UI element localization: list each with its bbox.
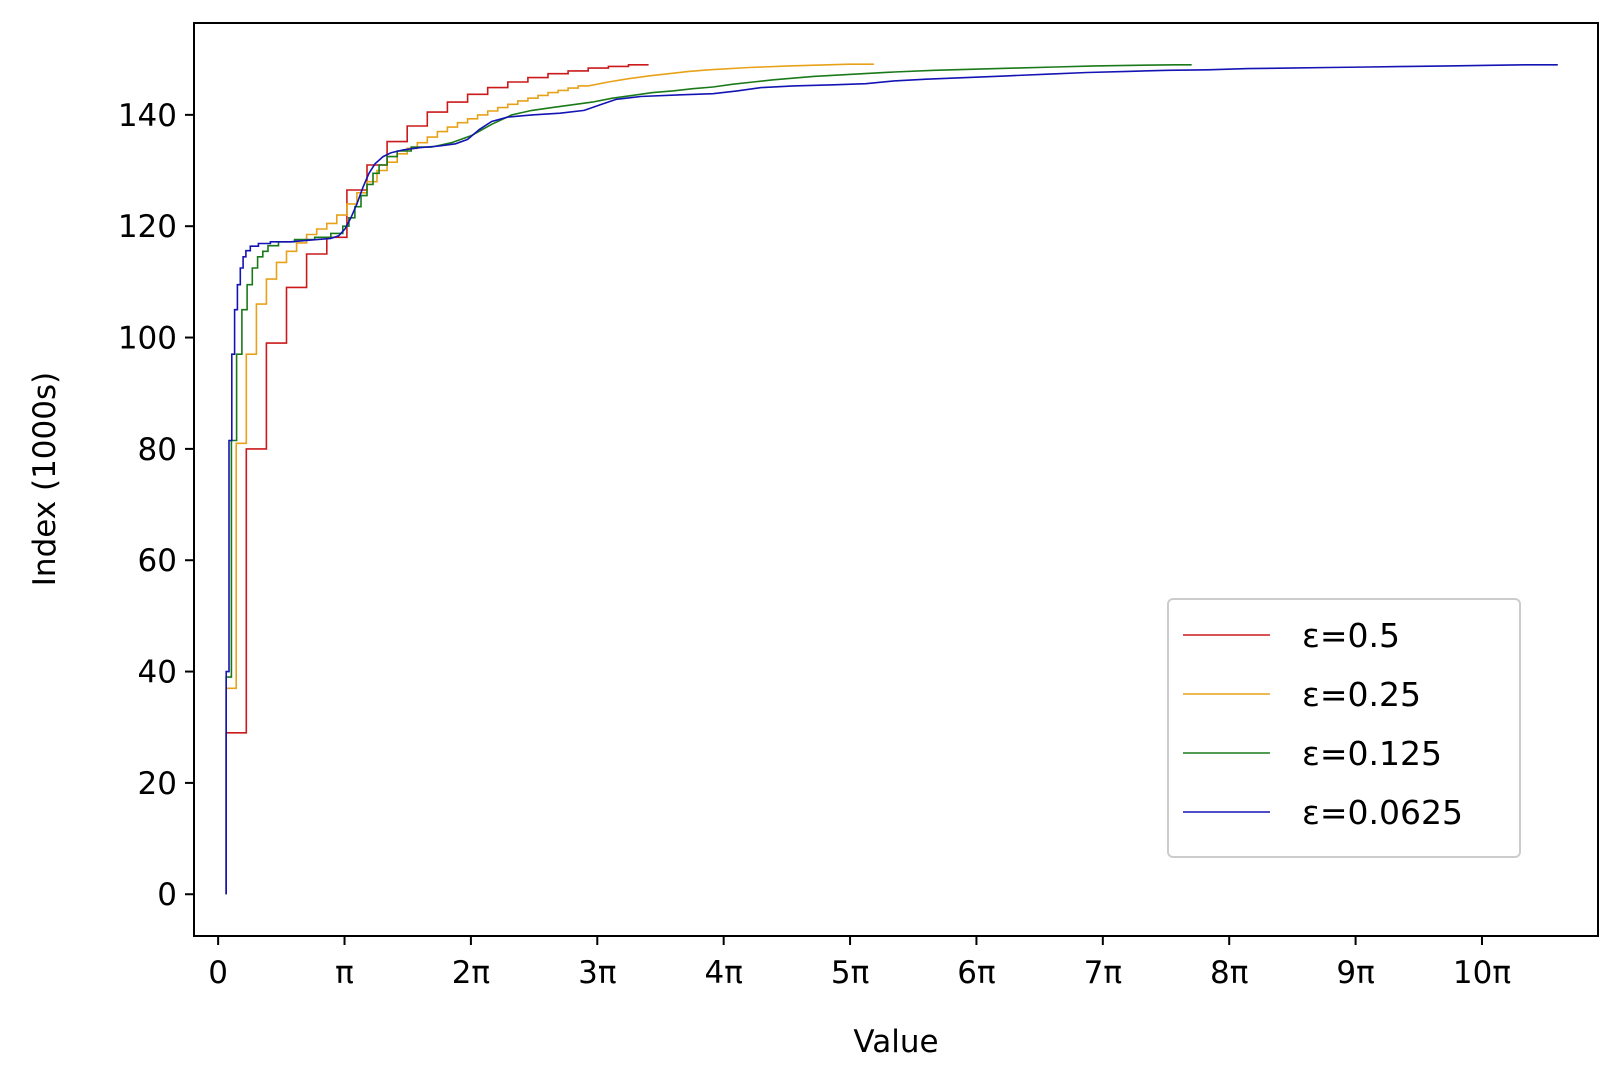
- series-line-2: [225, 64, 1192, 895]
- legend-label: ε=0.0625: [1302, 793, 1463, 832]
- x-tick-label: 8π: [1210, 955, 1248, 991]
- x-tick-label: π: [335, 955, 354, 991]
- x-tick-label: 6π: [957, 955, 995, 991]
- y-tick-label: 40: [138, 655, 177, 691]
- series-line-0: [225, 64, 649, 895]
- legend: ε=0.5 ε=0.25 ε=0.125 ε=0.0625: [1167, 598, 1521, 858]
- x-axis: 0 π 2π 3π 4π 5π 6π 7π 8π 9π 10π: [208, 936, 1511, 991]
- series-layer: [225, 63, 1558, 895]
- y-tick-label: 0: [157, 877, 177, 913]
- y-tick-label: 80: [138, 432, 177, 468]
- x-tick-label: 3π: [578, 955, 616, 991]
- y-tick-label: 140: [118, 98, 177, 134]
- y-tick-label: 100: [118, 321, 177, 357]
- x-axis-label: Value: [853, 1024, 938, 1060]
- y-tick-label: 120: [118, 209, 177, 245]
- y-axis: 0 20 40 60 80 100 120 140: [118, 98, 194, 913]
- x-tick-label: 10π: [1453, 955, 1511, 991]
- y-axis-label: Index (1000s): [27, 372, 63, 586]
- legend-label: ε=0.5: [1302, 616, 1400, 655]
- x-tick-label: 9π: [1336, 955, 1374, 991]
- series-line-1: [225, 63, 874, 895]
- plot-frame: [193, 22, 1599, 937]
- x-tick-label: 0: [208, 955, 228, 991]
- legend-label: ε=0.25: [1302, 675, 1421, 714]
- y-tick-label: 60: [138, 543, 177, 579]
- legend-box: [1167, 598, 1521, 858]
- x-tick-label: 7π: [1084, 955, 1122, 991]
- legend-label: ε=0.125: [1302, 734, 1442, 773]
- series-line-3: [225, 64, 1558, 895]
- x-tick-label: 4π: [704, 955, 742, 991]
- x-tick-label: 5π: [831, 955, 869, 991]
- y-tick-label: 20: [138, 766, 177, 802]
- x-tick-label: 2π: [452, 955, 490, 991]
